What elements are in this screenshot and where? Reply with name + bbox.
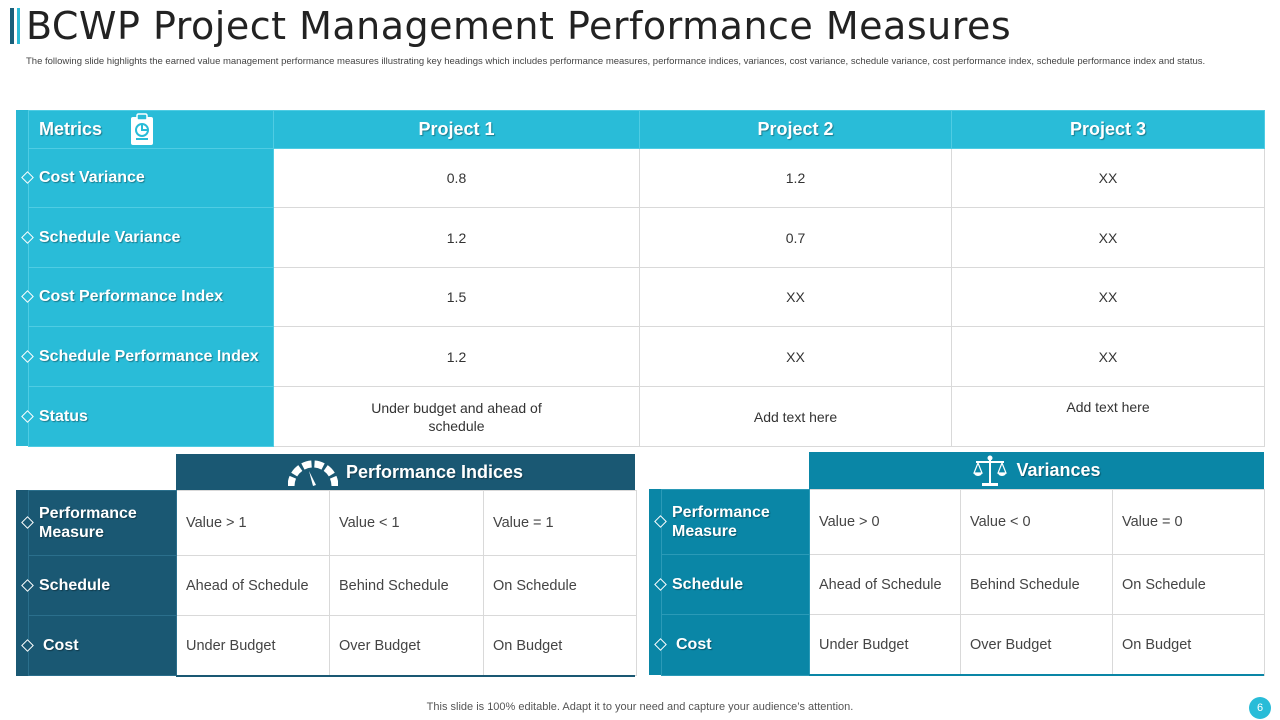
variances-banner: Variances [809, 452, 1264, 489]
page-subtitle: The following slide highlights the earne… [26, 56, 1206, 67]
project-1-value: 1.2 [273, 207, 640, 268]
value-cell: Ahead of Schedule [809, 554, 961, 615]
table-row: Schedule Performance Index 1.2 XX XX [21, 326, 1265, 387]
performance-indices-bottom-line [176, 675, 635, 677]
performance-indices-title: Performance Indices [345, 462, 524, 482]
value-cell: Over Budget [960, 614, 1113, 676]
variances-table: Performance Measure Value > 0 Value < 0 … [654, 489, 1265, 676]
metrics-header-cell: Metrics [28, 110, 274, 149]
row-label: Cost [676, 636, 712, 653]
metrics-header-label: Metrics [39, 119, 103, 139]
row-label-cell: Schedule [21, 555, 177, 616]
project-1-header: Project 1 [273, 110, 640, 149]
clipboard-chart-icon [131, 113, 153, 145]
project-1-value: 1.5 [273, 267, 640, 327]
project-1-value: Under budget and ahead of schedule [273, 386, 640, 447]
page-number-badge: 6 [1249, 697, 1271, 719]
metrics-header-row: Metrics Project 1 Project 2 Project 3 [28, 110, 1265, 149]
value-cell: Ahead of Schedule [176, 555, 330, 616]
project-1-value: 0.8 [273, 148, 640, 208]
metric-label-cell: Cost Performance Index [21, 267, 274, 327]
row-label-cell: Performance Measure [654, 489, 810, 555]
value-cell: Behind Schedule [329, 555, 484, 616]
metric-label: Cost Performance Index [39, 288, 224, 305]
project-2-value: 1.2 [639, 148, 952, 208]
table-row: Performance Measure Value > 1 Value < 1 … [21, 490, 637, 556]
metric-label: Schedule Performance Index [39, 347, 259, 365]
project-2-value: XX [639, 267, 952, 327]
footer-text: This slide is 100% editable. Adapt it to… [426, 701, 854, 713]
metric-label-cell: Schedule Performance Index [21, 326, 274, 387]
row-label: Performance Measure [672, 504, 770, 540]
metric-label: Status [39, 407, 88, 425]
status-text: Under budget and ahead of schedule [371, 399, 542, 434]
project-2-value: Add text here [639, 386, 952, 447]
variances-title: Variances [1016, 460, 1101, 480]
table-row: Schedule Ahead of Schedule Behind Schedu… [654, 554, 1265, 615]
value-cell: Value < 0 [960, 489, 1113, 555]
row-label-cell: Schedule [654, 554, 810, 615]
row-label: Performance Measure [39, 505, 137, 541]
value-cell: Behind Schedule [960, 554, 1113, 615]
project-3-value: XX [951, 326, 1265, 387]
gauge-icon [287, 460, 338, 486]
row-label-cell: Cost [21, 615, 177, 676]
title-accent-bar-light [17, 8, 20, 44]
value-cell: Value = 0 [1112, 489, 1265, 555]
row-label: Cost [43, 636, 79, 654]
project-3-header: Project 3 [951, 110, 1265, 149]
row-label: Schedule [39, 576, 111, 594]
row-label-cell: Performance Measure [21, 490, 177, 556]
value-cell: Under Budget [809, 614, 961, 676]
scales-icon [973, 455, 1008, 486]
value-cell: On Schedule [1112, 554, 1265, 615]
table-row: Status Under budget and ahead of schedul… [21, 386, 1265, 447]
project-2-header: Project 2 [639, 110, 952, 149]
performance-indices-table: Performance Measure Value > 1 Value < 1 … [21, 490, 637, 676]
project-3-value: Add text here [951, 386, 1265, 447]
table-row: Performance Measure Value > 0 Value < 0 … [654, 489, 1265, 555]
page-title: BCWP Project Management Performance Meas… [26, 4, 1012, 48]
metric-label: Schedule Variance [39, 228, 181, 246]
table-row: Cost Under Budget Over Budget On Budget [21, 615, 637, 676]
project-3-value: XX [951, 267, 1265, 327]
title-accent-bar [10, 8, 14, 44]
metric-label: Cost Variance [39, 169, 145, 186]
project-3-value: XX [951, 148, 1265, 208]
table-row: Schedule Ahead of Schedule Behind Schedu… [21, 555, 637, 616]
value-cell: Over Budget [329, 615, 484, 676]
metric-label-cell: Schedule Variance [21, 207, 274, 268]
value-cell: Value < 1 [329, 490, 484, 556]
metric-label-cell: Status [21, 386, 274, 447]
variances-bottom-line [809, 674, 1264, 676]
value-cell: Value > 1 [176, 490, 330, 556]
value-cell: On Budget [1112, 614, 1265, 676]
row-label-cell: Cost [654, 614, 810, 676]
value-cell: On Budget [483, 615, 637, 676]
value-cell: Value = 1 [483, 490, 637, 556]
metrics-table: Metrics Project 1 Project 2 Project 3 Co… [21, 110, 1265, 447]
value-cell: On Schedule [483, 555, 637, 616]
table-row: Cost Variance 0.8 1.2 XX [21, 148, 1265, 208]
row-label: Schedule [672, 575, 744, 593]
table-row: Schedule Variance 1.2 0.7 XX [21, 207, 1265, 268]
metrics-left-strip [16, 110, 28, 446]
value-cell: Under Budget [176, 615, 330, 676]
project-3-value: XX [951, 207, 1265, 268]
project-2-value: XX [639, 326, 952, 387]
project-1-value: 1.2 [273, 326, 640, 387]
table-row: Cost Under Budget Over Budget On Budget [654, 614, 1265, 676]
table-row: Cost Performance Index 1.5 XX XX [21, 267, 1265, 327]
performance-indices-banner: Performance Indices [176, 454, 635, 491]
value-cell: Value > 0 [809, 489, 961, 555]
project-2-value: 0.7 [639, 207, 952, 268]
metric-label-cell: Cost Variance [21, 148, 274, 208]
